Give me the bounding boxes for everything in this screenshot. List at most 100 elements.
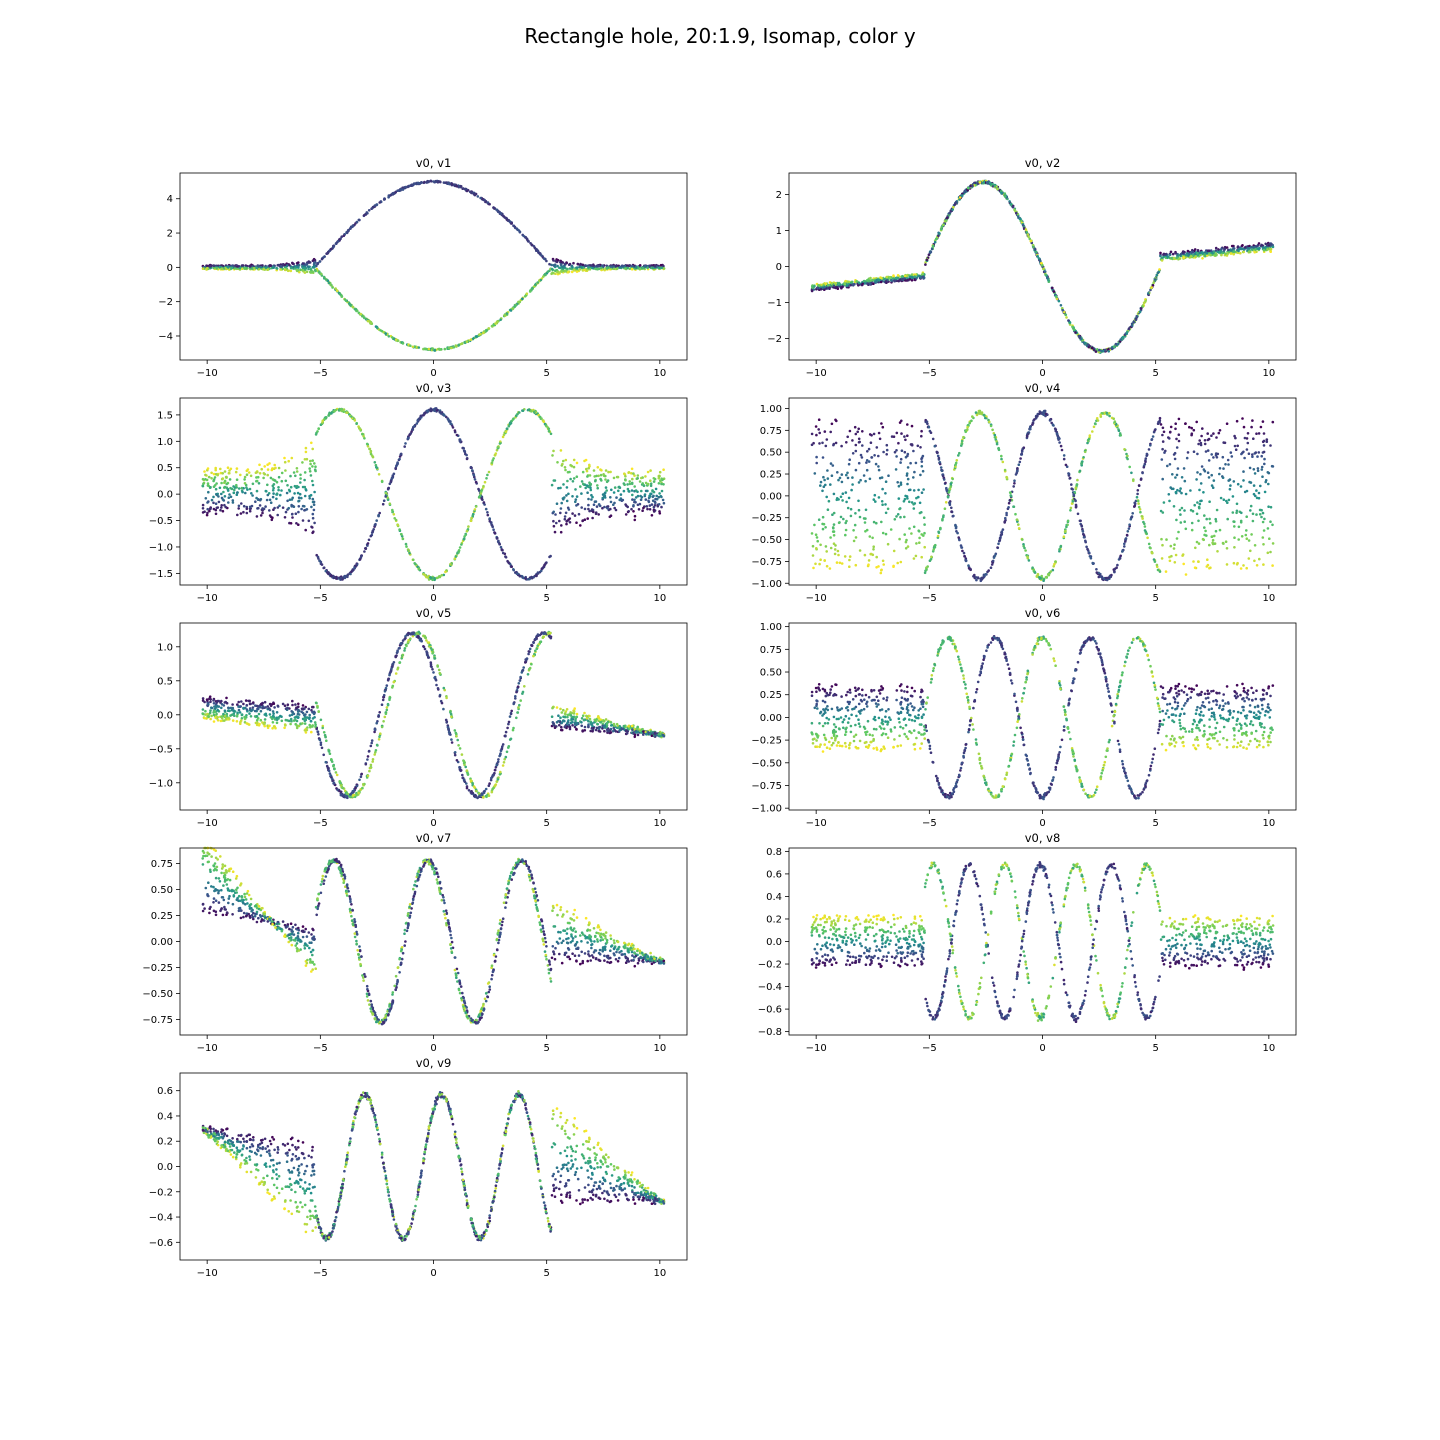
data-point (1245, 566, 1248, 570)
data-point (473, 478, 477, 481)
data-point (434, 407, 438, 410)
data-point (308, 265, 311, 269)
data-point (651, 495, 655, 499)
data-point (486, 511, 489, 514)
data-point (1162, 253, 1165, 256)
data-point (277, 486, 280, 489)
x-tick-label: 10 (653, 368, 666, 379)
data-point (955, 530, 958, 533)
data-point (892, 277, 895, 280)
data-point (478, 494, 482, 497)
y-tick-label: 1.0 (157, 437, 173, 448)
data-point (388, 502, 392, 506)
x-tick-label: 5 (543, 593, 549, 604)
data-point (1217, 248, 1220, 251)
data-point (604, 469, 608, 472)
data-point (923, 531, 926, 535)
data-point (872, 432, 876, 436)
data-point (444, 570, 447, 574)
data-point (415, 422, 419, 425)
data-point (285, 491, 289, 495)
data-point (297, 505, 301, 508)
data-point (939, 527, 942, 530)
scatter-points (201, 407, 666, 582)
data-point (269, 501, 273, 505)
data-point (658, 475, 661, 478)
data-point (952, 206, 955, 209)
data-point (601, 496, 604, 500)
data-point (309, 462, 312, 466)
data-point (370, 207, 374, 210)
data-point (942, 514, 945, 517)
data-point (902, 500, 906, 503)
y-tick-label: 0.5 (157, 463, 173, 474)
data-point (621, 264, 625, 268)
data-point (564, 511, 568, 515)
data-point (1242, 248, 1246, 251)
data-point (560, 501, 563, 505)
data-point (971, 184, 974, 187)
data-point (873, 454, 876, 457)
data-point (657, 503, 661, 506)
data-point (1153, 278, 1157, 281)
data-point (202, 482, 205, 486)
data-point (201, 484, 205, 488)
data-point (311, 465, 314, 468)
data-point (1024, 228, 1028, 231)
data-point (212, 507, 216, 511)
data-point (330, 412, 333, 415)
data-point (305, 508, 309, 511)
data-point (386, 487, 390, 491)
data-point (1262, 249, 1266, 252)
data-point (565, 486, 569, 489)
data-point (1251, 453, 1254, 456)
data-point (818, 431, 821, 435)
data-point (1180, 476, 1184, 479)
data-point (459, 185, 463, 188)
data-point (1203, 526, 1206, 529)
data-point (1258, 513, 1262, 516)
data-point (259, 265, 263, 269)
data-point (255, 515, 259, 518)
data-point (649, 479, 652, 483)
data-point (832, 530, 836, 533)
data-point (626, 505, 629, 509)
data-point (303, 267, 307, 270)
data-point (835, 561, 839, 564)
data-point (438, 410, 442, 414)
data-point (355, 422, 358, 426)
y-tick-label: 0 (167, 263, 173, 274)
data-point (605, 489, 608, 492)
data-point (358, 427, 361, 430)
data-point (335, 289, 339, 293)
data-point (906, 423, 909, 426)
data-point (342, 408, 346, 411)
data-point (542, 257, 546, 260)
data-point (1013, 479, 1016, 483)
data-point (986, 182, 989, 185)
data-point (815, 433, 818, 437)
data-point (270, 518, 274, 522)
data-point (1271, 420, 1275, 424)
data-point (236, 491, 239, 494)
data-point (334, 287, 337, 290)
data-point (272, 486, 275, 490)
data-point (311, 459, 315, 462)
data-point (580, 492, 583, 495)
data-point (490, 461, 494, 465)
data-point (244, 491, 247, 495)
data-point (292, 505, 296, 509)
data-point (1031, 243, 1035, 247)
data-point (917, 495, 920, 499)
data-point (1119, 338, 1122, 341)
data-point (214, 487, 218, 491)
data-point (499, 318, 502, 322)
data-point (492, 457, 495, 460)
data-point (553, 530, 557, 534)
data-point (908, 278, 912, 281)
data-point (209, 507, 212, 511)
data-point (1147, 292, 1150, 295)
data-point (1033, 247, 1036, 250)
data-point (1136, 489, 1140, 492)
data-point (858, 281, 861, 285)
